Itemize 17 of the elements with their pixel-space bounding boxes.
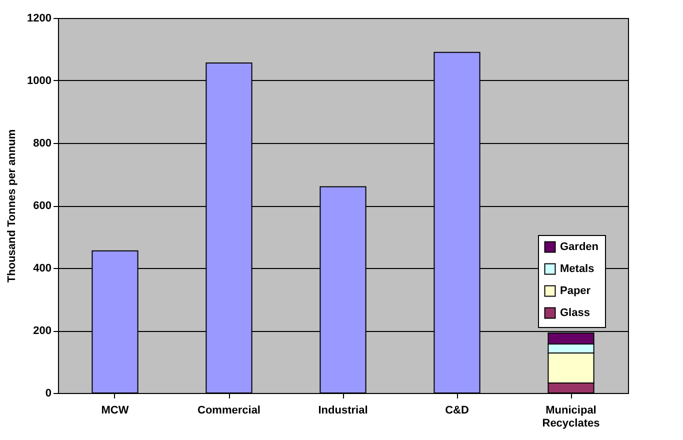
y-tick-label: 0 — [45, 388, 52, 400]
y-tick-label: 200 — [33, 325, 52, 337]
x-tick-label: Municipal Recyclates — [542, 404, 600, 430]
y-tick-label: 400 — [33, 262, 52, 274]
legend-label: Garden — [560, 241, 599, 253]
x-tick-label: MCW — [101, 404, 130, 416]
x-tick-label: Industrial — [318, 404, 368, 416]
y-tick-label: 1200 — [27, 12, 52, 24]
legend-label: Glass — [560, 307, 590, 319]
y-tick-label: 800 — [33, 138, 52, 150]
legend-label: Paper — [560, 285, 592, 297]
legend-label: Metals — [560, 263, 594, 275]
x-tick-label: Commercial — [198, 404, 260, 416]
y-tick-label: 1000 — [27, 75, 52, 87]
y-axis-title: Thousand Tonnes per annum — [6, 129, 18, 283]
y-tick-label: 600 — [33, 200, 52, 212]
x-tick-label: C&D — [445, 404, 469, 416]
